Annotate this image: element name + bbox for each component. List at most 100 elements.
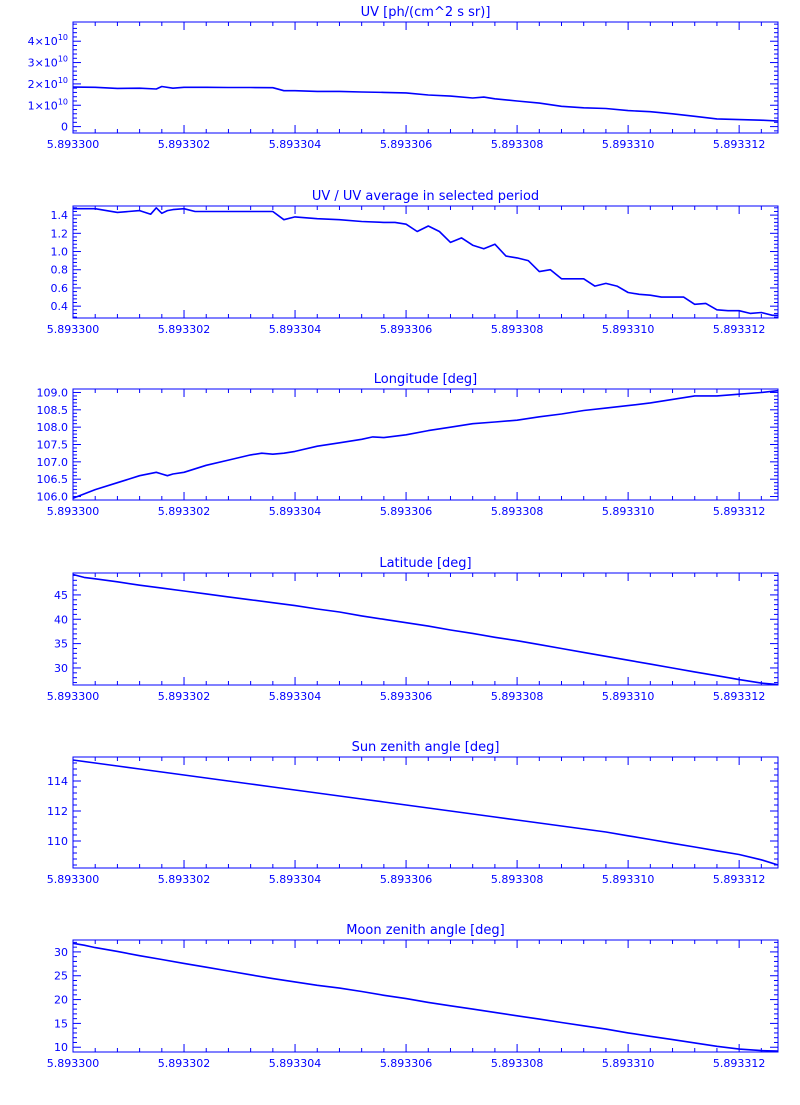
x-tick-label: 5.893302	[158, 323, 211, 336]
x-tick-label: 5.893312	[713, 323, 766, 336]
y-tick-label: 15	[54, 1017, 68, 1030]
plot-frame	[72, 21, 779, 134]
y-tick-label: 114	[47, 775, 68, 788]
y-tick-label-base: 1.4	[51, 209, 69, 222]
x-tick-label: 5.893304	[269, 873, 322, 886]
y-tick-label-base: 109.0	[37, 386, 69, 399]
x-tick-label: 5.893312	[713, 505, 766, 518]
x-tick-label: 5.893300	[47, 1057, 100, 1070]
y-tick-label: 1.0	[51, 246, 69, 259]
chart-panel-3: Latitude [deg] 5.893300 5.893302 5.893304 5.…	[47, 556, 779, 703]
y-tick-label-exponent: 10	[58, 97, 68, 106]
y-tick-label-base: 30	[54, 662, 68, 675]
y-tick-label-base: 0.6	[51, 282, 69, 295]
y-tick-label-base: 1.0	[51, 246, 69, 259]
x-tick-label: 5.893302	[158, 1057, 211, 1070]
x-tick-label: 5.893310	[602, 1057, 655, 1070]
y-tick-label: 0.4	[51, 300, 69, 313]
x-tick-label: 5.893306	[380, 505, 433, 518]
y-tick-label-base: 108.0	[37, 421, 69, 434]
x-tick-label: 5.893312	[713, 1057, 766, 1070]
y-tick-label-exponent: 10	[58, 76, 68, 85]
series-line-0	[72, 759, 779, 866]
y-tick-label-base: 2×10	[28, 78, 58, 91]
x-tick-label: 5.893308	[491, 323, 544, 336]
chart-panel-1: UV / UV average in selected period 5.8933…	[47, 189, 779, 336]
y-tick-label-base: 20	[54, 994, 68, 1007]
y-tick-label-base: 0.4	[51, 300, 69, 313]
series-line-0	[72, 573, 779, 686]
x-tick-label: 5.893310	[602, 323, 655, 336]
x-tick-label: 5.893300	[47, 323, 100, 336]
y-tick-label: 20	[54, 994, 68, 1007]
chart-title: Latitude [deg]	[379, 556, 471, 571]
x-tick-label: 5.893306	[380, 690, 433, 703]
y-tick-label: 112	[47, 805, 68, 818]
x-tick-label: 5.893300	[47, 690, 100, 703]
y-tick-label: 108.0	[37, 421, 69, 434]
y-tick-label-base: 114	[47, 775, 68, 788]
x-tick-label: 5.893306	[380, 873, 433, 886]
y-tick-label-base: 30	[54, 946, 68, 959]
y-tick-label: 0	[61, 121, 68, 134]
y-tick-label-base: 3×10	[28, 57, 58, 70]
plot-frame	[72, 205, 779, 319]
x-tick-label: 5.893312	[713, 690, 766, 703]
y-tick-label-base: 1.2	[51, 227, 69, 240]
x-tick-label: 5.893308	[491, 690, 544, 703]
y-tick-label: 107.5	[37, 439, 69, 452]
y-tick-label: 40	[54, 613, 68, 626]
chart-panel-0: UV [ph/(cm^2 s sr)] 5.893300 5.893302 5.893…	[28, 5, 779, 151]
y-tick-label: 106.5	[37, 473, 69, 486]
chart-panel-4: Sun zenith angle [deg] 5.893300 5.893302 5.…	[47, 740, 779, 886]
y-tick-label-base: 0	[61, 121, 68, 134]
y-tick-label: 109.0	[37, 386, 69, 399]
y-tick-label: 35	[54, 638, 68, 651]
x-tick-label: 5.893310	[602, 505, 655, 518]
y-tick-label-base: 4×10	[28, 35, 58, 48]
y-tick-label: 0.8	[51, 264, 69, 277]
x-tick-label: 5.893302	[158, 138, 211, 151]
x-tick-label: 5.893308	[491, 1057, 544, 1070]
x-tick-label: 5.893310	[602, 690, 655, 703]
chart-panel-2: Longitude [deg] 5.893300 5.893302 5.893304 5…	[37, 372, 779, 518]
y-tick-label-base: 0.8	[51, 264, 69, 277]
series-line-0	[72, 389, 779, 500]
y-tick-label-base: 1×10	[28, 99, 58, 112]
chart-title: UV [ph/(cm^2 s sr)]	[361, 5, 491, 20]
y-tick-label-base: 15	[54, 1017, 68, 1030]
x-tick-label: 5.893308	[491, 138, 544, 151]
y-tick-label: 110	[47, 835, 68, 848]
series-line-0	[72, 85, 779, 122]
y-tick-label-exponent: 10	[58, 33, 68, 42]
x-tick-label: 5.893308	[491, 873, 544, 886]
chart-title: Sun zenith angle [deg]	[352, 740, 500, 755]
y-tick-label: 106.0	[37, 491, 69, 504]
x-tick-label: 5.893308	[491, 505, 544, 518]
x-tick-label: 5.893306	[380, 138, 433, 151]
y-tick-label: 30	[54, 946, 68, 959]
y-tick-label-base: 45	[54, 589, 68, 602]
x-tick-label: 5.893300	[47, 505, 100, 518]
chart-title: Longitude [deg]	[374, 372, 477, 387]
y-tick-label: 108.5	[37, 404, 69, 417]
x-tick-label: 5.893312	[713, 873, 766, 886]
y-tick-label: 45	[54, 589, 68, 602]
y-tick-label: 10	[54, 1041, 68, 1054]
y-tick-label-base: 107.5	[37, 439, 69, 452]
x-tick-label: 5.893304	[269, 323, 322, 336]
y-tick-label: 3×1010	[28, 55, 68, 70]
chart-title: Moon zenith angle [deg]	[346, 923, 504, 938]
y-tick-label: 25	[54, 970, 68, 983]
y-tick-label-base: 35	[54, 638, 68, 651]
y-tick-label-exponent: 10	[58, 55, 68, 64]
x-tick-label: 5.893302	[158, 873, 211, 886]
y-tick-label-base: 10	[54, 1041, 68, 1054]
y-tick-label-base: 112	[47, 805, 68, 818]
x-tick-label: 5.893304	[269, 690, 322, 703]
x-tick-label: 5.893302	[158, 505, 211, 518]
x-tick-label: 5.893300	[47, 873, 100, 886]
y-tick-label: 107.0	[37, 456, 69, 469]
